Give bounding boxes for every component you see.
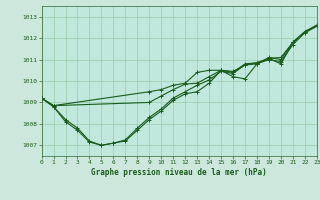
X-axis label: Graphe pression niveau de la mer (hPa): Graphe pression niveau de la mer (hPa)	[91, 168, 267, 177]
